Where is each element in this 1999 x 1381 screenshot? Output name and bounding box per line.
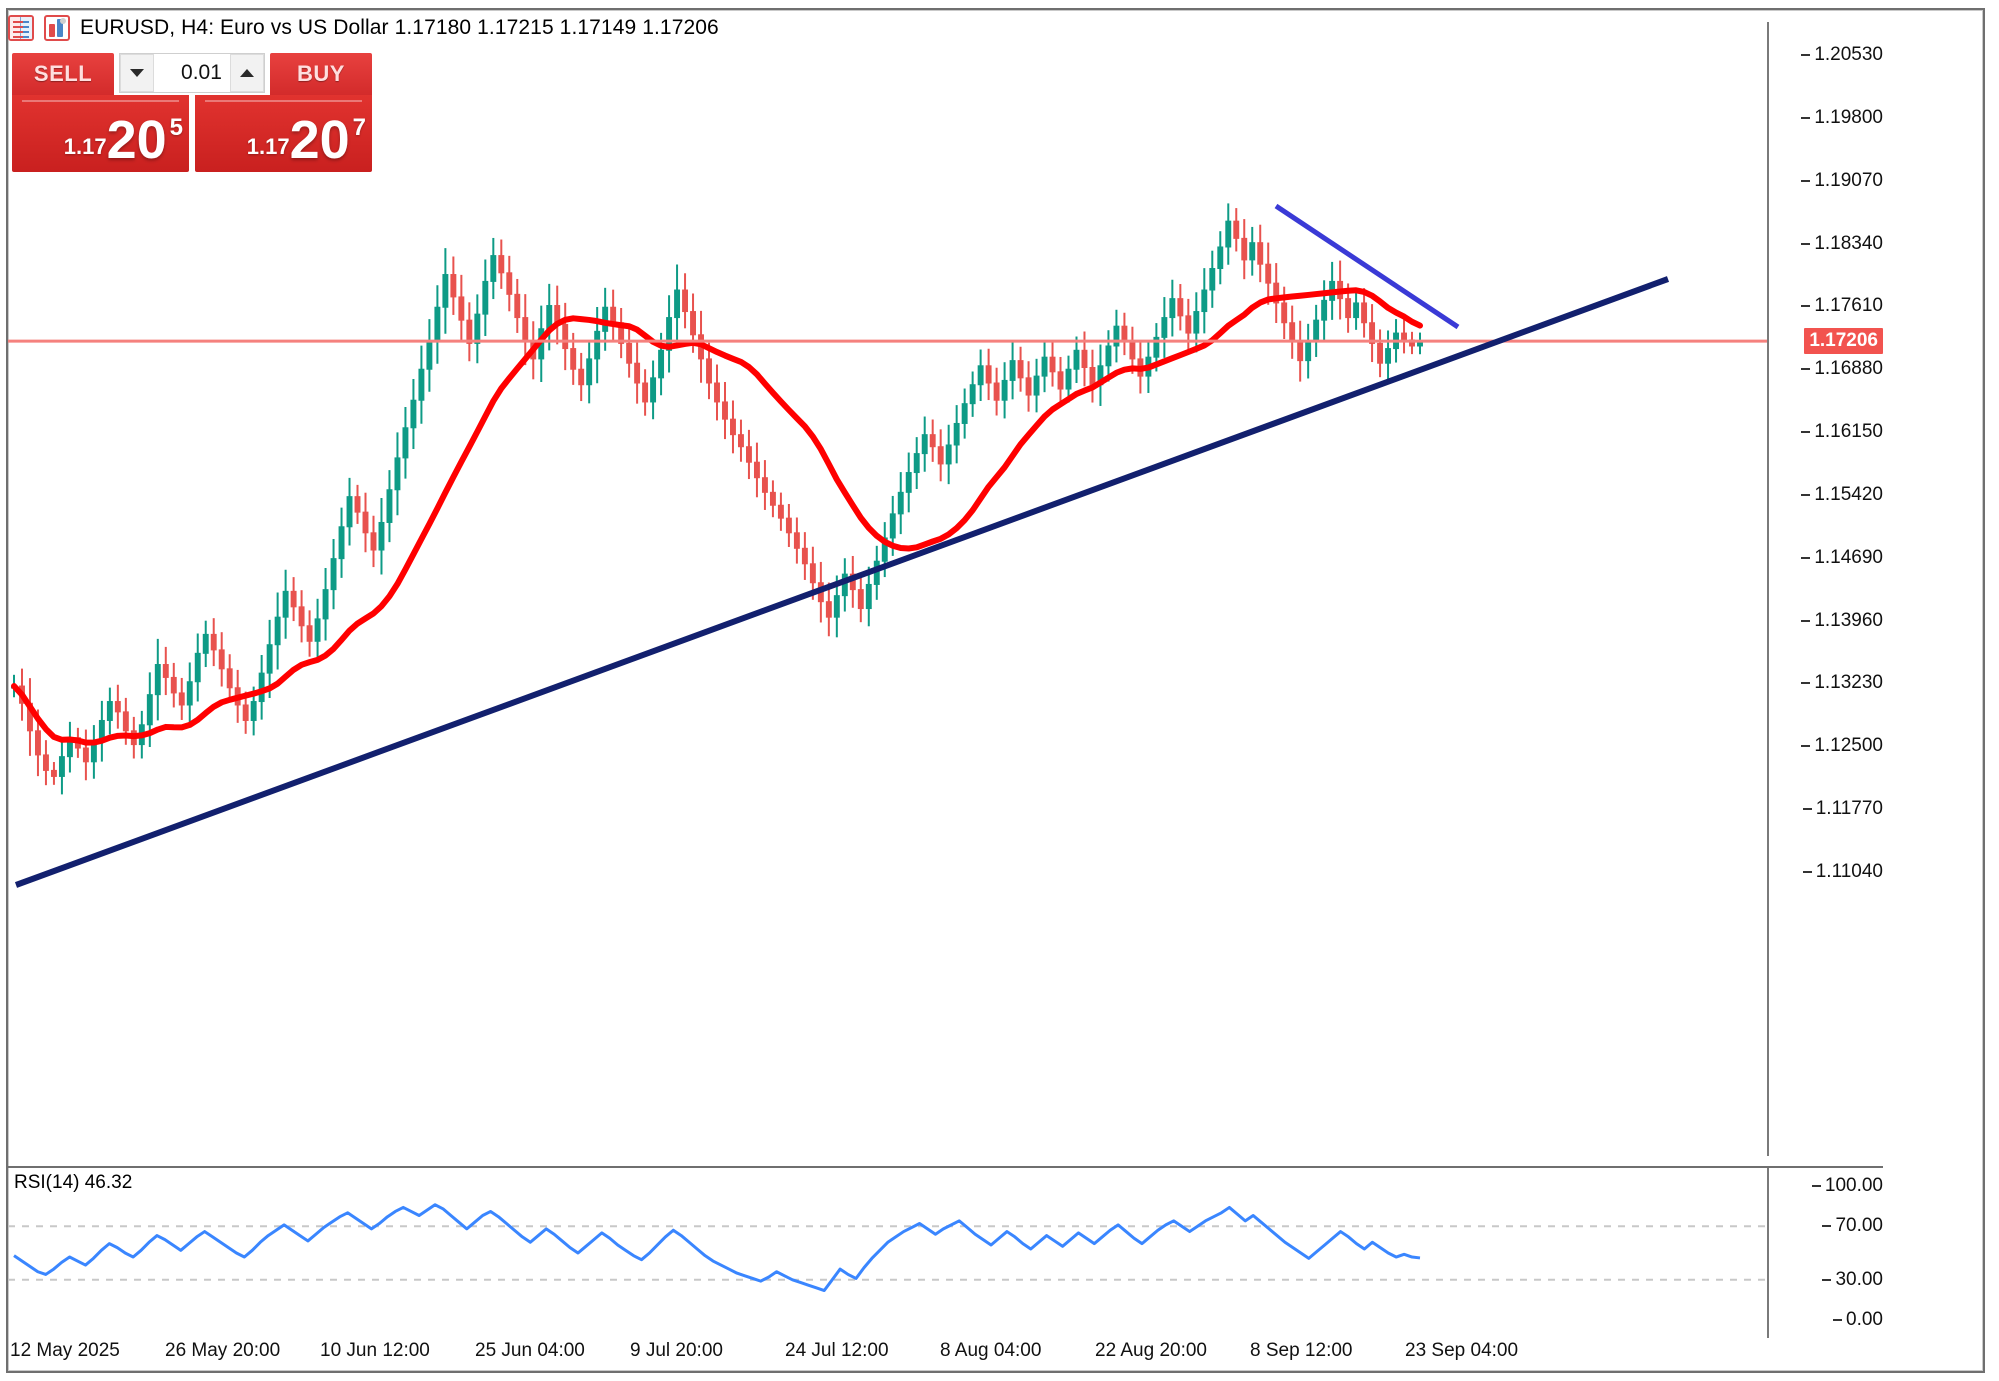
tick-label: 100.00 <box>1824 1175 1883 1196</box>
tick-label: 1.16880 <box>1814 358 1883 380</box>
time-axis-tick: 8 Aug 04:00 <box>940 1340 1042 1361</box>
tick-label: 1.12500 <box>1814 735 1883 757</box>
tick-label: 1.15420 <box>1814 483 1883 505</box>
descending-trendline[interactable] <box>1274 203 1460 330</box>
tick-label: 1.13960 <box>1814 609 1883 631</box>
chart-titlebar: EURUSD, H4: Euro vs US Dollar 1.17180 1.… <box>8 10 719 46</box>
sell-price-divider <box>22 100 179 102</box>
tick-mark <box>1801 682 1811 685</box>
one-click-trading-prices: 1.17 20 5 1.17 20 7 <box>12 95 372 172</box>
price-pane[interactable]: 1.20530 1.19800 1.19070 1.18340 1.17610 1.168… <box>8 12 1883 1156</box>
volume-increase-button[interactable] <box>229 54 264 92</box>
tick-mark <box>1801 305 1811 308</box>
chevron-down-icon <box>130 69 145 77</box>
volume-decrease-button[interactable] <box>120 54 155 92</box>
rsi-plot <box>8 1203 1769 1293</box>
time-axis-tick: 9 Jul 20:00 <box>630 1340 723 1361</box>
rsi-line <box>13 1203 1421 1293</box>
chart-window-frame <box>6 8 1985 1373</box>
buy-price-prefix: 1.17 <box>246 134 290 159</box>
tick-mark <box>1822 1225 1832 1228</box>
tick-label: 1.11770 <box>1815 798 1883 820</box>
tick-mark <box>1801 431 1811 434</box>
moving-average-line <box>11 287 1423 746</box>
tick-mark <box>1801 556 1811 559</box>
one-click-trading-controls: SELL 0.01 BUY <box>12 53 372 95</box>
tick-label: 1.16150 <box>1814 421 1883 443</box>
tick-mark <box>1801 745 1811 748</box>
price-axis[interactable]: 1.20530 1.19800 1.19070 1.18340 1.17610 1.168… <box>1769 12 1883 1156</box>
price-plot <box>8 203 1769 888</box>
price-axis-separator <box>1767 22 1769 1156</box>
buy-button[interactable]: BUY <box>269 53 372 95</box>
buy-price-divider <box>205 100 362 102</box>
volume-stepper[interactable]: 0.01 <box>119 53 265 93</box>
time-axis-tick: 26 May 20:00 <box>165 1340 281 1361</box>
tick-mark <box>1801 116 1811 119</box>
buy-price-fraction: 7 <box>352 114 366 141</box>
data-window-icon[interactable] <box>8 15 34 41</box>
tick-label: 0.00 <box>1846 1309 1883 1330</box>
tick-mark <box>1811 1185 1821 1187</box>
tick-label: 1.17610 <box>1814 295 1883 317</box>
tick-label: 1.18340 <box>1814 232 1883 254</box>
tick-mark <box>1802 808 1812 811</box>
chart-icon[interactable] <box>44 15 70 41</box>
sell-price-prefix: 1.17 <box>63 134 107 159</box>
tick-label: 1.19070 <box>1814 169 1883 191</box>
chart-window-inner-border <box>8 10 1983 1371</box>
volume-input[interactable]: 0.01 <box>154 54 230 92</box>
tick-mark <box>1801 179 1811 182</box>
tick-mark <box>1822 1278 1832 1281</box>
tick-label: 30.00 <box>1835 1268 1883 1290</box>
time-axis-tick: 8 Sep 12:00 <box>1250 1340 1353 1361</box>
tick-mark <box>1801 368 1811 371</box>
tick-label: 1.11040 <box>1815 861 1883 882</box>
rsi-label: RSI(14) 46.32 <box>14 1172 133 1193</box>
time-axis-tick: 10 Jun 12:00 <box>320 1340 430 1361</box>
time-axis-tick: 23 Sep 04:00 <box>1405 1340 1519 1361</box>
tick-label: 1.13230 <box>1814 672 1883 694</box>
candlestick-series <box>11 203 1423 795</box>
sell-price-main: 20 <box>106 110 167 171</box>
one-click-trading-panel: SELL 0.01 BUY 1.17 20 5 <box>12 53 372 172</box>
sell-price-fraction: 5 <box>169 114 183 141</box>
sell-price-box[interactable]: 1.17 20 5 <box>12 95 189 172</box>
sell-button[interactable]: SELL <box>12 53 115 95</box>
tick-label: 70.00 <box>1835 1215 1883 1237</box>
rsi-axis-separator <box>1767 1168 1769 1338</box>
time-axis-tick: 25 Jun 04:00 <box>475 1340 585 1361</box>
tick-mark <box>1801 242 1811 245</box>
rsi-axis[interactable]: 100.00 70.00 30.00 0.00 <box>1769 1168 1883 1338</box>
tick-mark <box>1801 493 1811 496</box>
time-axis-tick: 24 Jul 12:00 <box>785 1340 889 1361</box>
chevron-up-icon <box>239 69 254 77</box>
ascending-trendline[interactable] <box>14 276 1670 888</box>
rsi-pane[interactable]: RSI(14) 46.32 100.00 70.00 30.00 0.00 <box>8 1166 1883 1338</box>
time-axis-tick: 22 Aug 20:00 <box>1095 1340 1207 1361</box>
time-axis-tick: 12 May 2025 <box>10 1340 120 1361</box>
tick-mark <box>1833 1319 1843 1321</box>
tick-mark <box>1802 871 1812 873</box>
tick-label: 1.14690 <box>1814 546 1883 568</box>
buy-price-box[interactable]: 1.17 20 7 <box>195 95 372 172</box>
tick-label: 1.20530 <box>1814 44 1883 65</box>
chart-title: EURUSD, H4: Euro vs US Dollar 1.17180 1.… <box>80 16 719 39</box>
time-axis[interactable]: 12 May 2025 26 May 20:00 10 Jun 12:00 25 Ju… <box>8 1340 1883 1374</box>
tick-mark <box>1801 54 1811 56</box>
tick-mark <box>1801 619 1811 622</box>
tick-label: 1.19800 <box>1814 106 1883 128</box>
buy-price-main: 20 <box>289 110 350 171</box>
